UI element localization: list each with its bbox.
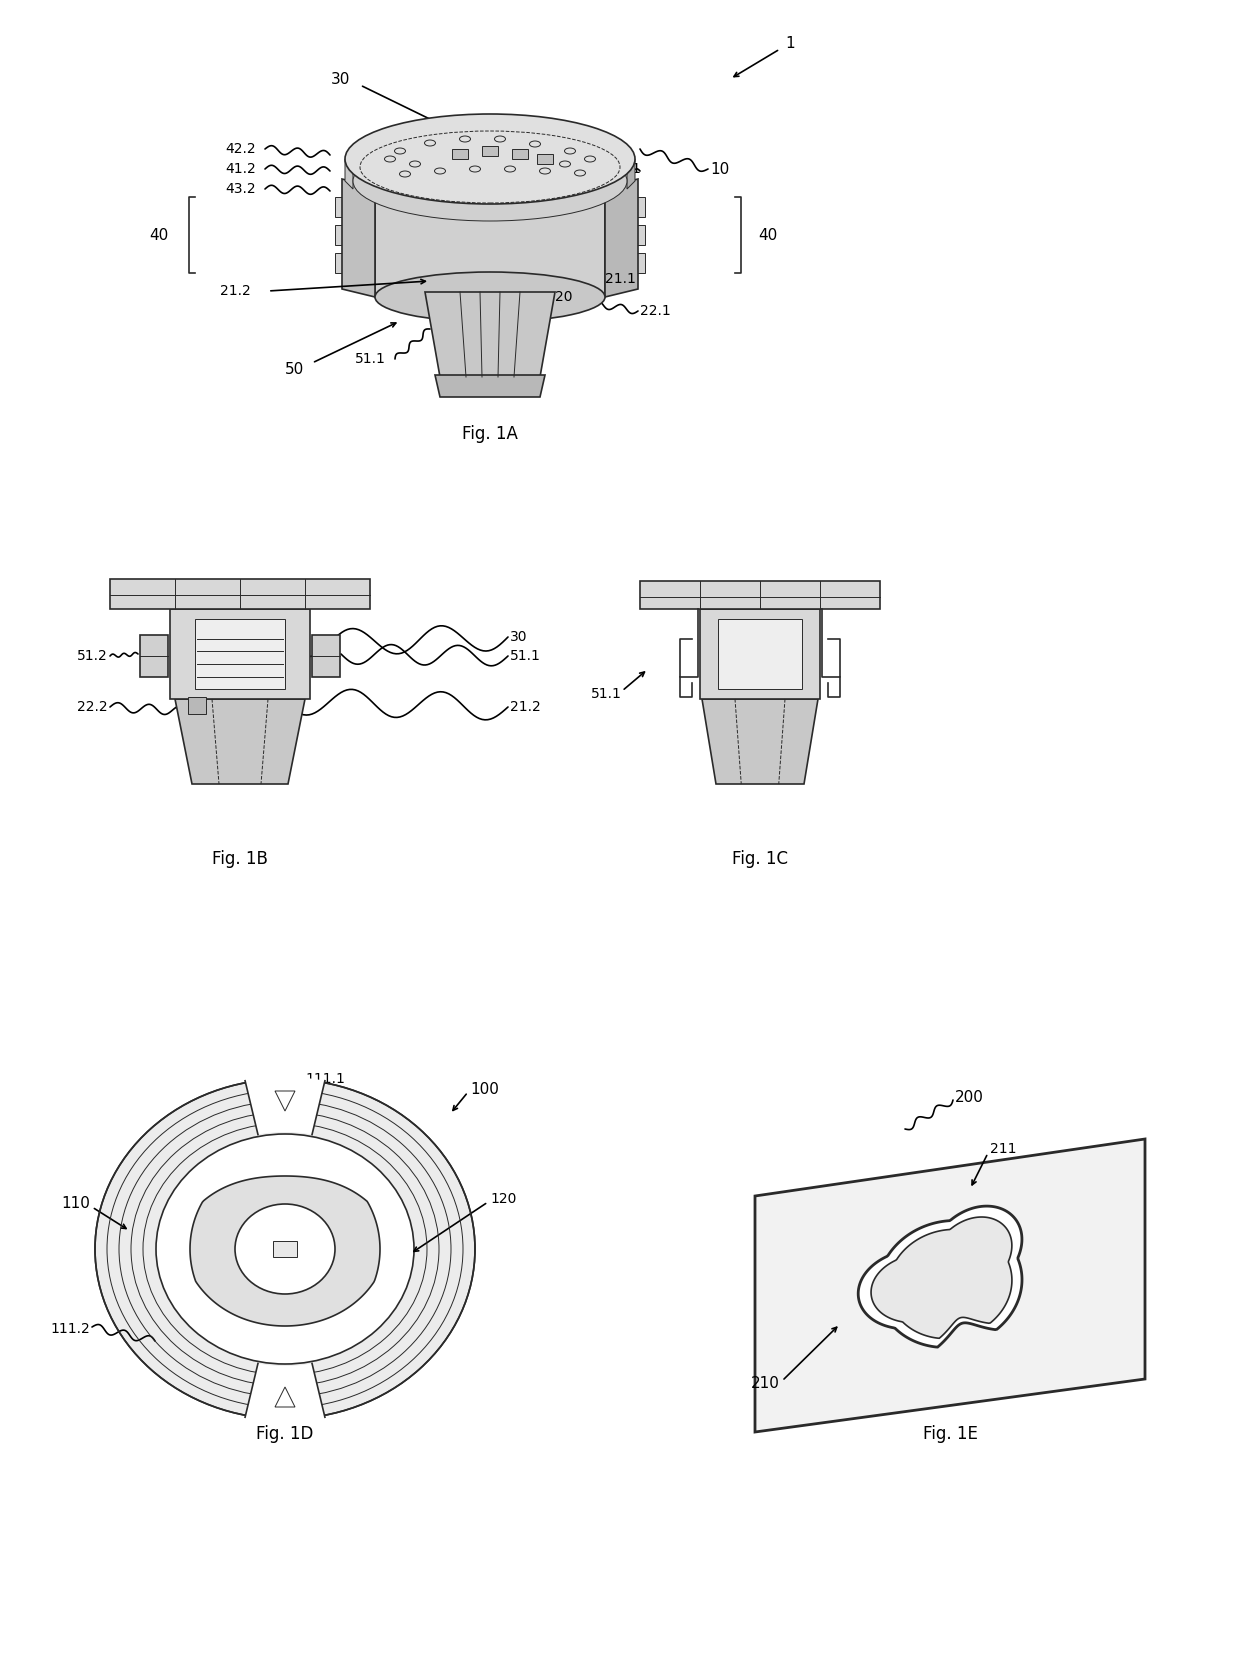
Text: Fig. 1E: Fig. 1E: [923, 1425, 977, 1442]
Text: 22.1: 22.1: [640, 304, 671, 317]
Ellipse shape: [236, 1204, 335, 1295]
Polygon shape: [175, 698, 305, 784]
Text: 51.1: 51.1: [591, 687, 622, 702]
Text: 43.2: 43.2: [224, 181, 255, 196]
Text: 100: 100: [470, 1081, 498, 1096]
Polygon shape: [246, 1363, 325, 1420]
FancyBboxPatch shape: [718, 620, 802, 688]
Polygon shape: [435, 374, 546, 396]
FancyBboxPatch shape: [195, 620, 285, 688]
Ellipse shape: [345, 114, 635, 205]
Text: 111.1: 111.1: [305, 1071, 345, 1086]
FancyBboxPatch shape: [701, 609, 820, 698]
Ellipse shape: [353, 141, 627, 222]
Text: 1: 1: [785, 37, 795, 52]
Polygon shape: [755, 1138, 1145, 1432]
Polygon shape: [190, 1175, 379, 1326]
FancyBboxPatch shape: [335, 225, 370, 245]
Text: 41.2: 41.2: [224, 161, 255, 176]
Text: 22.2: 22.2: [77, 700, 108, 714]
Text: 200: 200: [955, 1090, 983, 1105]
FancyBboxPatch shape: [610, 225, 645, 245]
Text: 30: 30: [510, 630, 527, 645]
FancyBboxPatch shape: [610, 196, 645, 217]
Ellipse shape: [95, 1080, 475, 1419]
Text: 51.2: 51.2: [77, 650, 108, 663]
Text: 30: 30: [330, 72, 350, 87]
Polygon shape: [870, 1217, 1012, 1338]
Polygon shape: [342, 180, 374, 297]
Text: 120: 120: [490, 1192, 516, 1206]
Polygon shape: [275, 1091, 295, 1111]
Text: 42.1: 42.1: [580, 143, 611, 156]
FancyBboxPatch shape: [312, 635, 340, 677]
FancyBboxPatch shape: [335, 254, 370, 274]
Text: Fig. 1C: Fig. 1C: [732, 850, 787, 868]
Text: Fig. 1D: Fig. 1D: [257, 1425, 314, 1442]
Text: Fig. 1A: Fig. 1A: [463, 425, 518, 443]
Text: 51.1: 51.1: [510, 650, 541, 663]
Polygon shape: [275, 1387, 295, 1407]
Text: 41.1: 41.1: [610, 161, 641, 176]
FancyBboxPatch shape: [335, 196, 370, 217]
Text: 43.1: 43.1: [590, 181, 621, 196]
FancyBboxPatch shape: [453, 149, 467, 160]
Polygon shape: [858, 1206, 1022, 1347]
FancyBboxPatch shape: [610, 254, 645, 274]
Text: 111.2: 111.2: [51, 1321, 91, 1336]
Ellipse shape: [374, 272, 605, 322]
FancyBboxPatch shape: [110, 579, 370, 609]
Polygon shape: [425, 292, 556, 378]
Text: 21.2: 21.2: [510, 700, 541, 714]
FancyBboxPatch shape: [170, 609, 310, 698]
FancyBboxPatch shape: [482, 146, 498, 156]
Text: 21.2: 21.2: [219, 284, 250, 297]
Polygon shape: [246, 1076, 325, 1135]
Text: 210: 210: [751, 1377, 780, 1392]
Text: 10: 10: [711, 161, 729, 176]
FancyBboxPatch shape: [188, 697, 206, 714]
FancyBboxPatch shape: [273, 1241, 298, 1258]
Text: 21.1: 21.1: [605, 272, 636, 285]
FancyBboxPatch shape: [140, 635, 167, 677]
Text: 40: 40: [758, 227, 777, 242]
Polygon shape: [345, 160, 353, 190]
Text: 211: 211: [990, 1142, 1017, 1157]
Text: 20: 20: [556, 290, 573, 304]
FancyBboxPatch shape: [640, 581, 880, 609]
Polygon shape: [374, 186, 605, 297]
FancyBboxPatch shape: [512, 149, 528, 160]
Text: 40: 40: [149, 227, 167, 242]
Ellipse shape: [156, 1133, 414, 1363]
Polygon shape: [702, 698, 818, 784]
Text: Fig. 1B: Fig. 1B: [212, 850, 268, 868]
Polygon shape: [605, 180, 639, 297]
Text: 51.1: 51.1: [355, 353, 386, 366]
Text: 50: 50: [285, 361, 305, 376]
Polygon shape: [627, 160, 635, 190]
FancyBboxPatch shape: [537, 154, 553, 165]
Text: 110: 110: [61, 1197, 91, 1212]
Text: 42.2: 42.2: [224, 143, 255, 156]
